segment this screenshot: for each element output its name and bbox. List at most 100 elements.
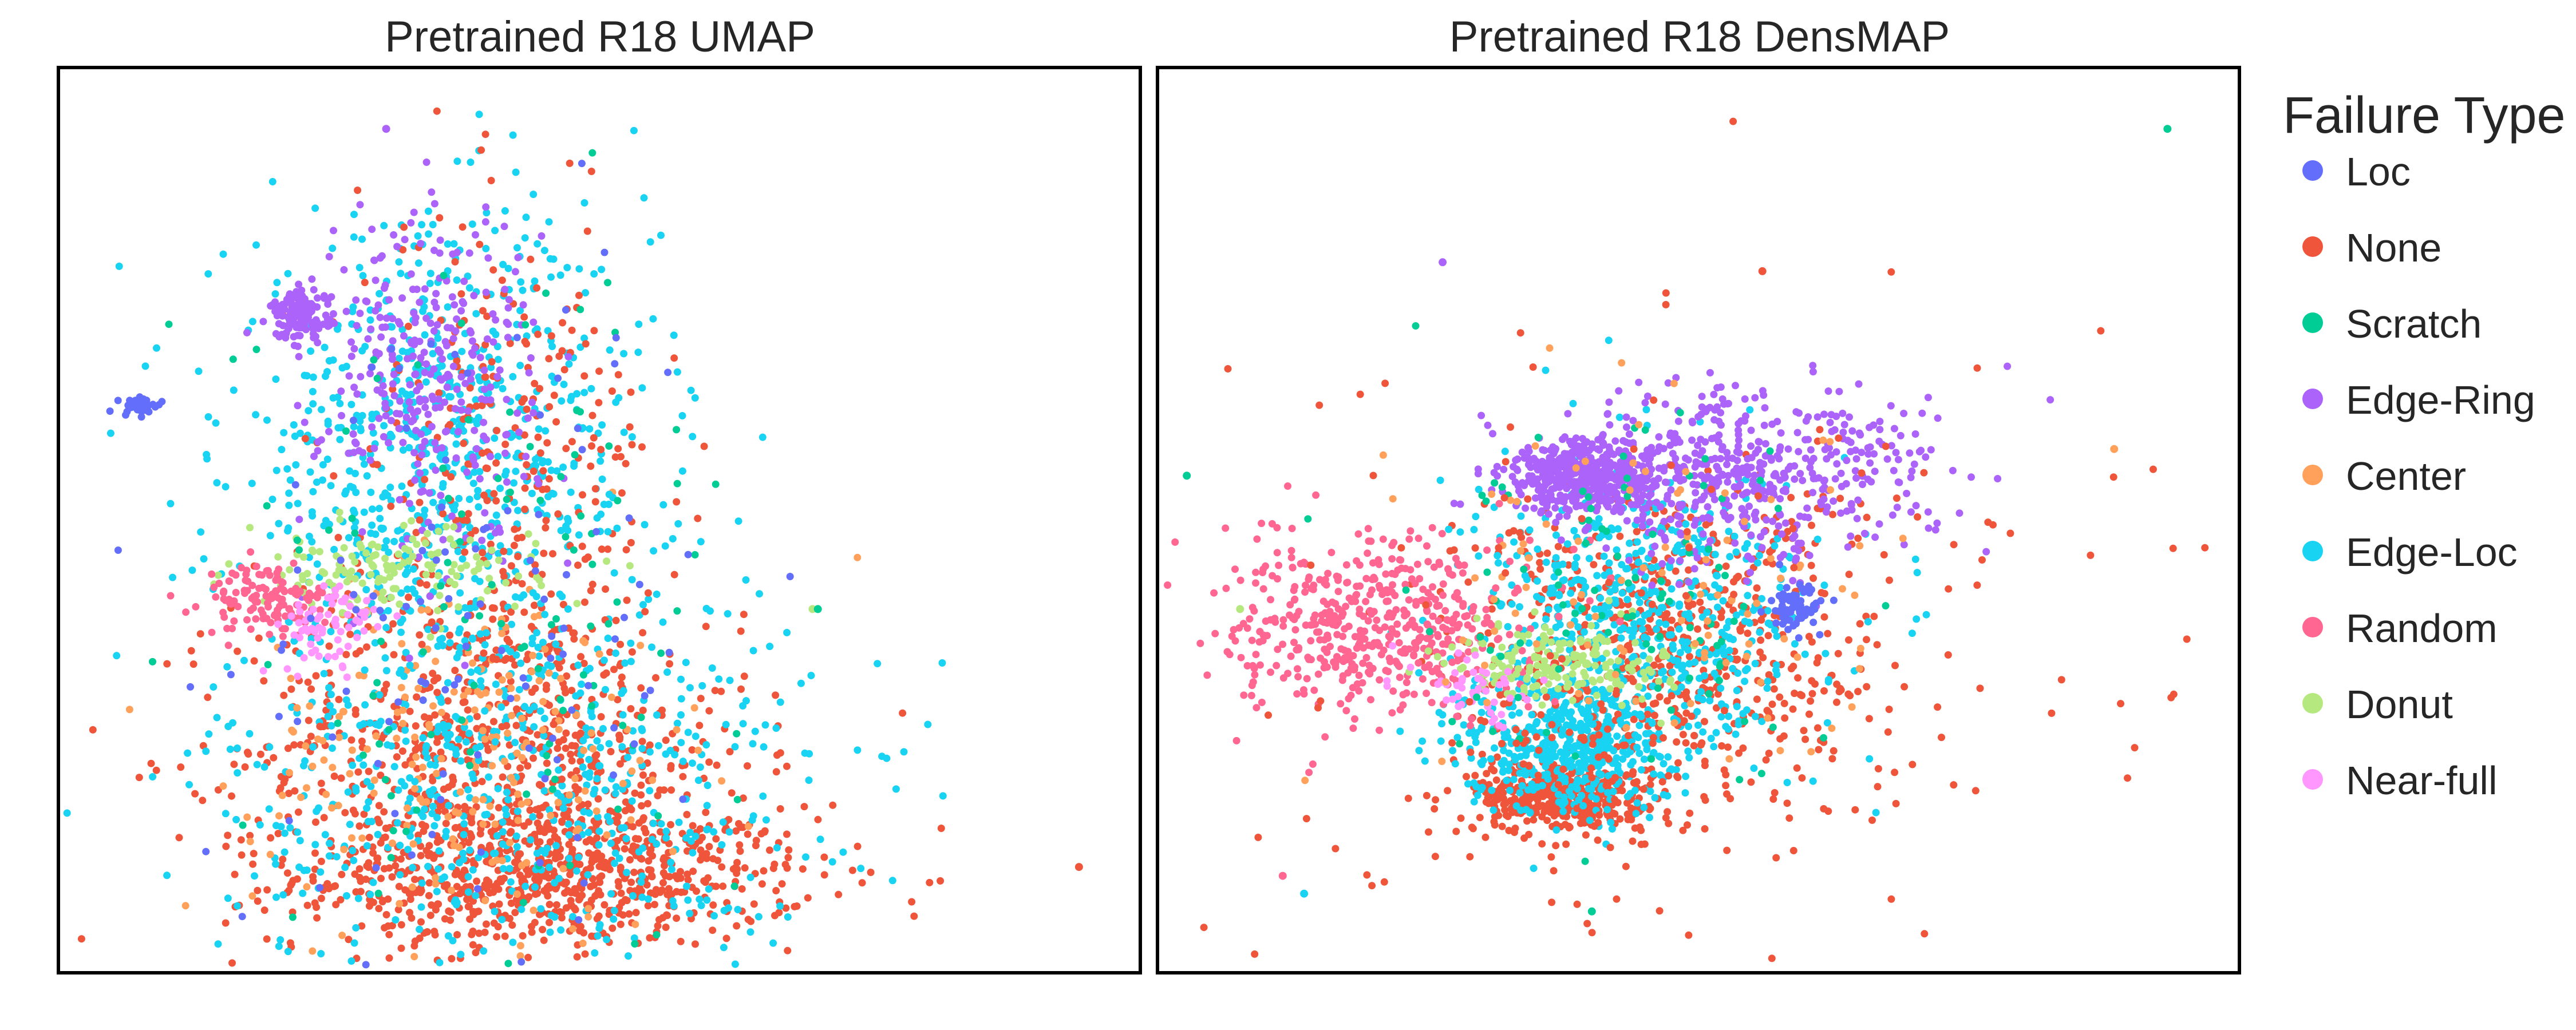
point-edge-loc — [369, 878, 377, 886]
point-center — [556, 675, 564, 683]
point-edge-ring — [428, 423, 436, 431]
point-edge-loc — [548, 342, 556, 350]
point-edge-loc — [705, 885, 713, 893]
point-none — [309, 877, 317, 885]
point-donut — [394, 550, 402, 558]
point-none — [563, 672, 571, 680]
point-scratch — [437, 582, 445, 590]
point-edge-loc — [401, 726, 409, 734]
point-edge-loc — [326, 839, 333, 847]
point-none — [702, 623, 710, 631]
point-none — [505, 639, 513, 647]
point-edge-ring — [400, 332, 408, 340]
point-edge-loc — [330, 545, 338, 553]
point-edge-ring — [481, 509, 489, 517]
point-edge-ring — [503, 478, 511, 486]
point-loc — [388, 345, 396, 353]
point-edge-loc — [418, 879, 426, 887]
point-edge-ring — [511, 268, 519, 276]
point-edge-loc — [719, 818, 727, 826]
point-scratch — [457, 319, 465, 327]
point-edge-loc — [556, 591, 564, 598]
point-none — [592, 751, 600, 759]
point-none — [234, 647, 242, 655]
point-edge-loc — [406, 661, 414, 670]
point-none — [628, 441, 636, 449]
point-edge-loc — [376, 514, 384, 522]
point-edge-loc — [527, 836, 535, 844]
point-edge-loc — [424, 207, 432, 215]
point-none — [587, 587, 595, 595]
point-none — [565, 841, 573, 849]
point-edge-loc — [593, 775, 601, 783]
point-edge-loc — [273, 279, 281, 287]
point-donut — [400, 559, 408, 567]
point-none — [463, 631, 471, 639]
point-none — [776, 749, 784, 757]
point-none — [1577, 819, 1585, 827]
point-scratch — [458, 716, 466, 724]
point-edge-ring — [464, 407, 472, 415]
point-loc — [476, 600, 484, 608]
point-loc — [477, 848, 485, 856]
point-none — [694, 514, 702, 522]
point-scratch — [613, 598, 621, 606]
point-none — [820, 853, 828, 861]
point-donut — [362, 549, 370, 557]
point-edge-ring — [405, 654, 413, 662]
point-edge-loc — [419, 813, 427, 821]
point-edge-loc — [376, 505, 383, 513]
point-none — [270, 754, 278, 762]
point-edge-loc — [612, 783, 620, 791]
point-edge-loc — [704, 782, 712, 789]
point-edge-ring — [449, 362, 457, 370]
point-donut — [387, 593, 395, 601]
point-edge-loc — [336, 435, 344, 443]
point-center — [437, 708, 445, 716]
point-edge-ring — [368, 225, 376, 233]
point-loc — [519, 674, 527, 682]
point-center — [481, 897, 489, 905]
point-none — [473, 724, 481, 732]
point-donut — [466, 536, 474, 544]
point-scratch — [657, 649, 665, 657]
point-edge-loc — [492, 331, 500, 338]
point-edge-loc — [317, 950, 325, 958]
point-center — [455, 843, 463, 851]
point-none — [305, 716, 313, 724]
point-center — [328, 804, 335, 812]
point-edge-loc — [604, 813, 612, 821]
point-none — [547, 332, 555, 340]
point-edge-loc — [622, 835, 630, 842]
point-edge-ring — [394, 318, 402, 326]
point-edge-loc — [361, 701, 369, 709]
point-edge-ring — [310, 334, 318, 342]
point-none — [737, 685, 745, 693]
point-none — [480, 649, 488, 657]
point-edge-loc — [585, 755, 593, 763]
point-edge-loc — [473, 493, 481, 501]
point-none — [627, 388, 635, 396]
point-edge-loc — [429, 802, 437, 810]
point-none — [739, 794, 747, 802]
point-none — [1074, 863, 1083, 871]
point-none — [609, 924, 617, 932]
point-edge-ring — [444, 324, 451, 331]
point-none — [638, 802, 646, 810]
point-edge-ring — [514, 253, 522, 262]
point-none — [500, 572, 508, 580]
point-edge-ring — [366, 370, 374, 378]
point-none — [311, 849, 319, 857]
point-none — [534, 819, 542, 827]
point-none — [595, 862, 603, 870]
point-scratch — [549, 785, 556, 793]
point-edge-loc — [430, 822, 438, 830]
point-edge-ring — [274, 304, 282, 312]
point-edge-loc — [266, 743, 274, 751]
point-center — [455, 809, 463, 817]
point-none — [651, 890, 659, 898]
point-edge-loc — [323, 368, 331, 376]
point-edge-loc — [324, 421, 332, 428]
point-none — [534, 874, 542, 882]
point-edge-loc — [313, 560, 321, 568]
